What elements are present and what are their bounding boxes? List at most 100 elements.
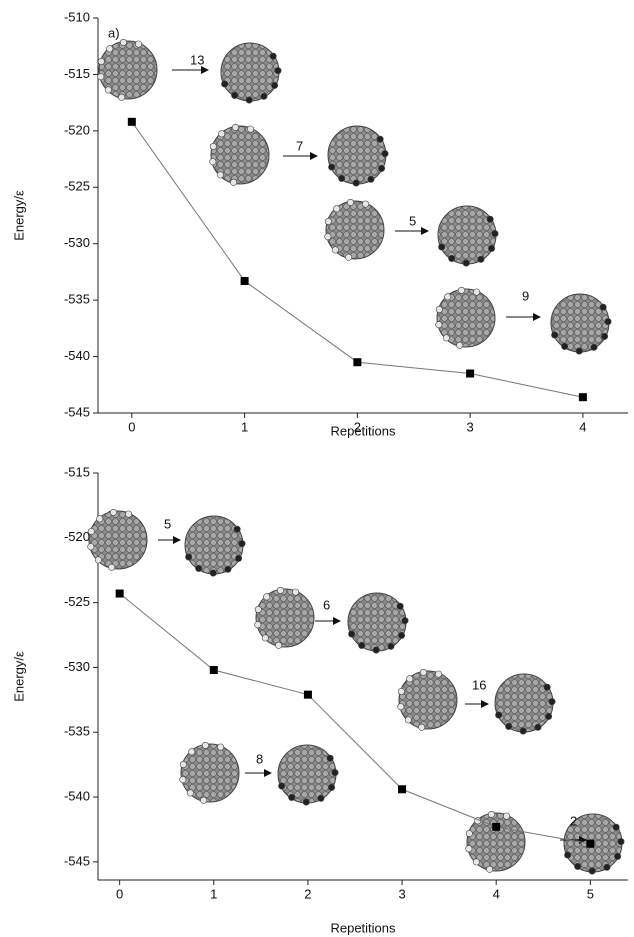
cluster-atom: [261, 93, 267, 99]
x-tick-label: 3: [398, 886, 405, 901]
x-tick-label: 1: [210, 886, 217, 901]
cluster-atom: [456, 342, 462, 348]
cluster-atom: [303, 799, 309, 805]
data-point: [398, 785, 406, 793]
cluster-atom: [98, 73, 104, 79]
y-tick-label: -530: [64, 235, 90, 250]
cluster-atom: [125, 511, 131, 517]
cluster-image: [436, 287, 495, 348]
cluster-atom: [225, 566, 231, 572]
cluster-atom: [420, 669, 426, 675]
cluster-body: [348, 593, 406, 651]
cluster-atom: [263, 594, 269, 600]
cluster-atom: [466, 845, 472, 851]
cluster-atom: [95, 557, 101, 563]
cluster-atom: [438, 244, 444, 250]
cluster-atom: [605, 318, 611, 324]
cluster-atom: [255, 621, 261, 627]
cluster-image: [98, 39, 157, 100]
cluster-atom: [436, 321, 442, 327]
cluster-image: [438, 206, 498, 266]
data-point: [492, 823, 500, 831]
cluster-atom: [564, 852, 570, 858]
cluster-atom: [544, 684, 550, 690]
data-point: [304, 691, 312, 699]
cluster-image: [255, 587, 314, 648]
cluster-atom: [388, 643, 394, 649]
cluster-atom: [195, 565, 201, 571]
cluster-atom: [613, 824, 619, 830]
cluster-atom: [576, 348, 582, 354]
cluster-atom: [561, 343, 567, 349]
cluster-atom: [362, 201, 368, 207]
cluster-atom: [185, 554, 191, 560]
cluster-atom: [545, 713, 551, 719]
x-tick-label: 2: [304, 886, 311, 901]
y-tick-label: -520: [64, 122, 90, 137]
cluster-atom: [239, 540, 245, 546]
cluster-atom: [180, 761, 186, 767]
cluster-atom: [486, 866, 492, 872]
cluster-atom: [255, 606, 261, 612]
cluster-image: [551, 294, 611, 354]
cluster-atom: [231, 92, 237, 98]
annotation: 13: [190, 52, 204, 67]
cluster-atom: [398, 632, 404, 638]
cluster-body: [185, 516, 243, 574]
cluster-atom: [247, 126, 253, 132]
cluster-image: [495, 674, 555, 734]
annotation: 5: [409, 213, 416, 228]
cluster-atom: [234, 526, 240, 532]
cluster-atom: [218, 131, 224, 137]
cluster-atom: [235, 555, 241, 561]
cluster-atom: [345, 254, 351, 260]
cluster-atom: [275, 67, 281, 73]
y-axis-title: Energy/ε: [11, 651, 26, 702]
cluster-image: [180, 742, 239, 803]
cluster-atom: [487, 216, 493, 222]
annotation: 7: [296, 138, 303, 153]
cluster-atom: [398, 688, 404, 694]
cluster-atom: [466, 830, 472, 836]
cluster-atom: [478, 256, 484, 262]
x-tick-label: 4: [493, 886, 500, 901]
cluster-image: [466, 811, 525, 872]
x-axis-title: Repetitions: [330, 920, 396, 935]
x-tick-label: 4: [579, 419, 586, 434]
cluster-atom: [503, 813, 509, 819]
cluster-image: [398, 669, 457, 730]
cluster-atom: [333, 206, 339, 212]
cluster-image: [278, 745, 338, 805]
cluster-atom: [118, 94, 124, 100]
annotation: 5: [164, 516, 171, 531]
y-tick-label: -525: [64, 179, 90, 194]
cluster-atom: [348, 631, 354, 637]
cluster-atom: [398, 703, 404, 709]
cluster-atom: [601, 333, 607, 339]
annotation: 9: [522, 288, 529, 303]
y-tick-label: -510: [64, 9, 90, 24]
cluster-atom: [328, 784, 334, 790]
x-tick-label: 5: [587, 886, 594, 901]
cluster-atom: [217, 744, 223, 750]
cluster-atom: [353, 180, 359, 186]
cluster-atom: [270, 53, 276, 59]
cluster-atom: [436, 306, 442, 312]
cluster-atom: [328, 164, 334, 170]
cluster-atom: [106, 46, 112, 52]
cluster-atom: [551, 332, 557, 338]
y-tick-label: -545: [64, 404, 90, 419]
x-tick-label: 1: [241, 419, 248, 434]
annotation: 16: [472, 677, 486, 692]
cluster-atom: [406, 676, 412, 682]
cluster-atom: [232, 124, 238, 130]
data-point: [353, 358, 361, 366]
data-point: [116, 590, 124, 598]
y-tick-label: -530: [64, 659, 90, 674]
cluster-atom: [604, 864, 610, 870]
cluster-atom: [105, 87, 111, 93]
y-tick-label: -540: [64, 348, 90, 363]
cluster-body: [221, 43, 279, 101]
cluster-image: [348, 593, 408, 653]
cluster-atom: [318, 795, 324, 801]
